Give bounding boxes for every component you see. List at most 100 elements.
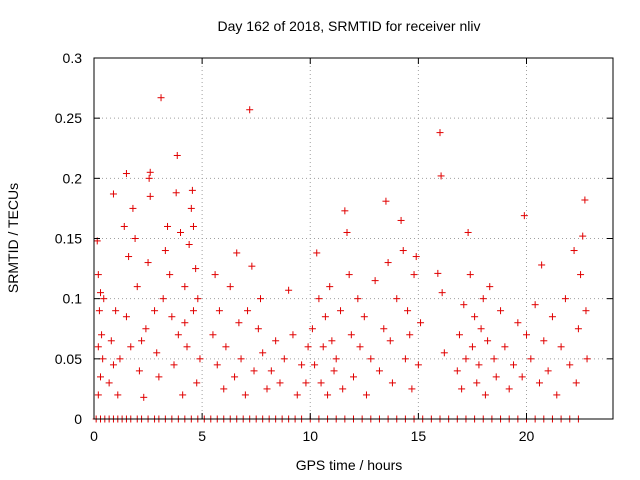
data-point [109, 361, 117, 369]
data-point [138, 337, 146, 345]
x-tick-label: 5 [198, 428, 206, 444]
data-point [574, 325, 582, 333]
grid-lines [94, 58, 613, 419]
data-point [523, 331, 530, 339]
data-point [196, 355, 204, 363]
x-tick-labels: 0 5 10 15 20 [90, 428, 534, 444]
data-point [188, 186, 196, 194]
data-point [99, 355, 107, 363]
data-point [222, 343, 230, 351]
data-point [481, 391, 489, 399]
data-point [367, 355, 375, 363]
data-point [231, 373, 239, 381]
data-point [406, 331, 414, 339]
data-point [127, 343, 135, 351]
data-point [518, 373, 526, 381]
data-point [289, 331, 297, 339]
data-point [412, 253, 420, 261]
data-point [561, 295, 569, 303]
data-point [408, 385, 416, 393]
data-point [583, 355, 591, 363]
data-point [263, 385, 271, 393]
data-point [157, 94, 165, 102]
data-point [116, 355, 124, 363]
data-point [462, 355, 470, 363]
data-point [404, 307, 412, 315]
data-point [438, 289, 446, 297]
data-point [304, 343, 312, 351]
data-point [246, 106, 254, 114]
data-point [486, 283, 494, 291]
data-point [298, 361, 306, 369]
y-tick-label: 0.15 [55, 231, 82, 247]
data-point [582, 307, 590, 315]
data-point [557, 343, 565, 351]
data-point [308, 325, 316, 333]
data-point [209, 331, 217, 339]
y-tick-label: 0.1 [63, 291, 83, 307]
data-point [468, 343, 476, 351]
data-point [579, 232, 587, 240]
data-point [96, 373, 104, 381]
data-point [215, 307, 223, 315]
data-point [114, 391, 122, 399]
data-point [120, 222, 128, 230]
data-point [172, 189, 180, 197]
data-point [166, 271, 174, 279]
chart-title: Day 162 of 2018, SRMTID for receiver nli… [218, 18, 481, 34]
data-point [248, 262, 256, 270]
data-point [572, 379, 580, 387]
data-point [285, 286, 293, 294]
data-point [388, 379, 396, 387]
data-point [360, 313, 368, 321]
data-point [164, 222, 172, 230]
data-point [393, 295, 401, 303]
data-point [183, 343, 191, 351]
data-point [520, 212, 528, 220]
data-point [94, 391, 102, 399]
data-point [347, 331, 355, 339]
data-point [531, 301, 539, 309]
data-point [479, 295, 487, 303]
data-point [471, 313, 479, 321]
data-point [133, 283, 141, 291]
data-point [535, 379, 543, 387]
data-point [181, 283, 189, 291]
data-point [244, 307, 252, 315]
data-point [455, 331, 463, 339]
data-point [484, 337, 492, 345]
data-point [544, 367, 552, 375]
data-point [453, 367, 461, 375]
data-point [145, 174, 153, 182]
data-point [125, 253, 133, 261]
data-point [179, 391, 187, 399]
data-point [313, 249, 321, 257]
data-point [159, 295, 167, 303]
data-point [460, 301, 468, 309]
data-point [315, 295, 323, 303]
data-point [142, 325, 150, 333]
y-tick-label: 0.05 [55, 351, 82, 367]
data-point [153, 349, 161, 357]
data-point [386, 337, 394, 345]
data-point [399, 247, 407, 255]
data-point [475, 361, 483, 369]
data-point [497, 307, 505, 315]
data-point [339, 385, 347, 393]
data-point [187, 204, 195, 212]
data-point [321, 313, 329, 321]
data-point [514, 319, 522, 327]
data-point [185, 241, 193, 249]
data-point [356, 343, 364, 351]
data-point [492, 373, 500, 381]
data-point [94, 271, 102, 279]
data-point [293, 391, 301, 399]
data-point [380, 325, 388, 333]
data-point [501, 343, 509, 351]
data-point [235, 319, 243, 327]
x-axis-label: GPS time / hours [296, 457, 403, 473]
data-point [272, 337, 280, 345]
data-point [332, 355, 340, 363]
data-point [437, 172, 445, 180]
data-point [129, 204, 137, 212]
